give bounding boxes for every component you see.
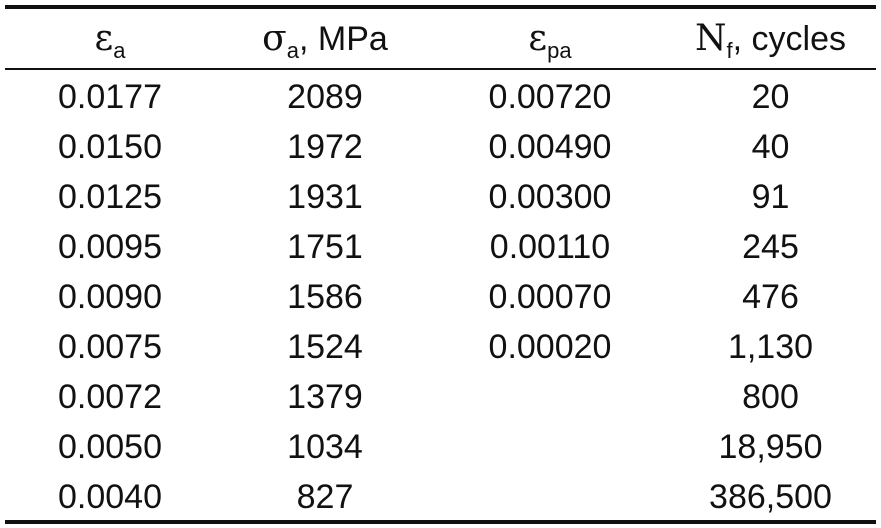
cell-cycles: 386,500 (709, 478, 832, 516)
table-row: 0.0050 1034 18,950 (5, 422, 876, 472)
header-symbol: ε (94, 18, 114, 59)
cell-plastic-strain: 0.00300 (488, 178, 612, 216)
table-row: 0.0150 1972 0.00490 40 (5, 122, 876, 172)
cell-stress-amplitude: 827 (296, 478, 354, 516)
cell-plastic-strain: 0.00110 (489, 228, 611, 266)
cell-strain-amplitude: 0.0075 (58, 328, 162, 366)
table-row: 0.0177 2089 0.00720 20 (5, 72, 876, 122)
cell-cycles: 476 (742, 278, 799, 316)
cell-strain-amplitude: 0.0125 (58, 178, 162, 216)
cell-cycles: 40 (751, 128, 790, 166)
data-table: εa σa, MPa εpa Nf, cycles 0.0177 2089 0.… (5, 0, 876, 528)
cell-stress-amplitude: 1524 (287, 328, 363, 366)
cell-cycles: 1,130 (727, 328, 814, 366)
cell-stress-amplitude: 1751 (287, 228, 363, 266)
cell-strain-amplitude: 0.0090 (58, 278, 162, 316)
header-cycles-to-failure: Nf, cycles (665, 9, 876, 68)
header-unit: , MPa (299, 20, 388, 58)
cell-cycles: 20 (751, 78, 790, 116)
header-subscript: a (113, 38, 126, 63)
table-row: 0.0075 1524 0.00020 1,130 (5, 322, 876, 372)
header-plastic-strain-amplitude: εpa (435, 9, 665, 68)
header-subscript: pa (547, 38, 572, 63)
cell-stress-amplitude: 1972 (287, 128, 363, 166)
cell-cycles: 18,950 (718, 428, 823, 466)
table-row: 0.0072 1379 800 (5, 372, 876, 422)
header-symbol: σ (262, 18, 287, 59)
cell-strain-amplitude: 0.0177 (58, 78, 162, 116)
cell-strain-amplitude: 0.0095 (58, 228, 162, 266)
cell-strain-amplitude: 0.0050 (58, 428, 162, 466)
table-header-row: εa σa, MPa εpa Nf, cycles (5, 9, 876, 68)
cell-stress-amplitude: 1379 (287, 378, 363, 416)
header-rule (5, 68, 876, 70)
header-subscript: f (726, 38, 733, 63)
top-rule (5, 5, 876, 9)
cell-stress-amplitude: 1034 (287, 428, 363, 466)
header-symbol: ε (528, 18, 548, 59)
cell-cycles: 91 (751, 178, 790, 216)
table-row: 0.0090 1586 0.00070 476 (5, 272, 876, 322)
cell-strain-amplitude: 0.0072 (58, 378, 162, 416)
cell-plastic-strain: 0.00070 (488, 278, 612, 316)
table-body: 0.0177 2089 0.00720 20 0.0150 1972 0.004… (5, 72, 876, 522)
cell-strain-amplitude: 0.0150 (58, 128, 162, 166)
header-unit: , cycles (732, 20, 846, 58)
header-subscript: a (286, 38, 299, 63)
cell-plastic-strain: 0.00490 (488, 128, 612, 166)
cell-strain-amplitude: 0.0040 (58, 478, 162, 516)
header-symbol: N (695, 18, 727, 59)
bottom-rule (5, 520, 876, 524)
table-row: 0.0125 1931 0.00300 91 (5, 172, 876, 222)
cell-plastic-strain: 0.00720 (488, 78, 612, 116)
cell-cycles: 245 (742, 228, 799, 266)
cell-plastic-strain: 0.00020 (488, 328, 612, 366)
cell-stress-amplitude: 1931 (287, 178, 363, 216)
cell-stress-amplitude: 1586 (287, 278, 363, 316)
header-strain-amplitude: εa (5, 9, 215, 68)
cell-stress-amplitude: 2089 (287, 78, 363, 116)
table-row: 0.0095 1751 0.00110 245 (5, 222, 876, 272)
table-row: 0.0040 827 386,500 (5, 472, 876, 522)
cell-cycles: 800 (742, 378, 799, 416)
header-stress-amplitude: σa, MPa (215, 9, 435, 68)
